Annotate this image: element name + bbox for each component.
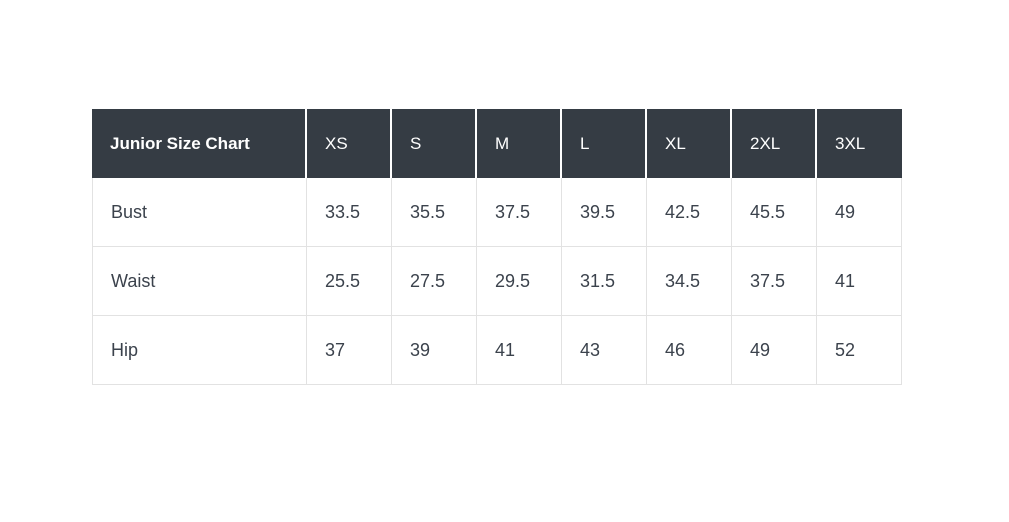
cell: 29.5 <box>477 247 562 316</box>
row-label: Hip <box>92 316 307 385</box>
row-label: Waist <box>92 247 307 316</box>
column-header-3xl: 3XL <box>817 109 902 178</box>
cell: 37.5 <box>732 247 817 316</box>
cell: 45.5 <box>732 178 817 247</box>
column-header-l: L <box>562 109 647 178</box>
row-label: Bust <box>92 178 307 247</box>
cell: 41 <box>817 247 902 316</box>
cell: 27.5 <box>392 247 477 316</box>
table-body: Bust 33.5 35.5 37.5 39.5 42.5 45.5 49 Wa… <box>92 178 902 385</box>
table-title: Junior Size Chart <box>92 109 307 178</box>
cell: 37 <box>307 316 392 385</box>
column-header-s: S <box>392 109 477 178</box>
table-header: Junior Size Chart XS S M L XL 2XL 3XL <box>92 109 902 178</box>
column-header-xs: XS <box>307 109 392 178</box>
cell: 35.5 <box>392 178 477 247</box>
cell: 49 <box>732 316 817 385</box>
cell: 34.5 <box>647 247 732 316</box>
header-row: Junior Size Chart XS S M L XL 2XL 3XL <box>92 109 902 178</box>
junior-size-chart-table: Junior Size Chart XS S M L XL 2XL 3XL Bu… <box>92 109 902 385</box>
cell: 31.5 <box>562 247 647 316</box>
cell: 52 <box>817 316 902 385</box>
table-row-bust: Bust 33.5 35.5 37.5 39.5 42.5 45.5 49 <box>92 178 902 247</box>
table-row-hip: Hip 37 39 41 43 46 49 52 <box>92 316 902 385</box>
table-row-waist: Waist 25.5 27.5 29.5 31.5 34.5 37.5 41 <box>92 247 902 316</box>
cell: 39 <box>392 316 477 385</box>
cell: 41 <box>477 316 562 385</box>
column-header-xl: XL <box>647 109 732 178</box>
cell: 49 <box>817 178 902 247</box>
size-chart-container: Junior Size Chart XS S M L XL 2XL 3XL Bu… <box>92 109 902 385</box>
column-header-m: M <box>477 109 562 178</box>
cell: 37.5 <box>477 178 562 247</box>
cell: 33.5 <box>307 178 392 247</box>
column-header-2xl: 2XL <box>732 109 817 178</box>
cell: 39.5 <box>562 178 647 247</box>
cell: 25.5 <box>307 247 392 316</box>
cell: 46 <box>647 316 732 385</box>
cell: 42.5 <box>647 178 732 247</box>
cell: 43 <box>562 316 647 385</box>
